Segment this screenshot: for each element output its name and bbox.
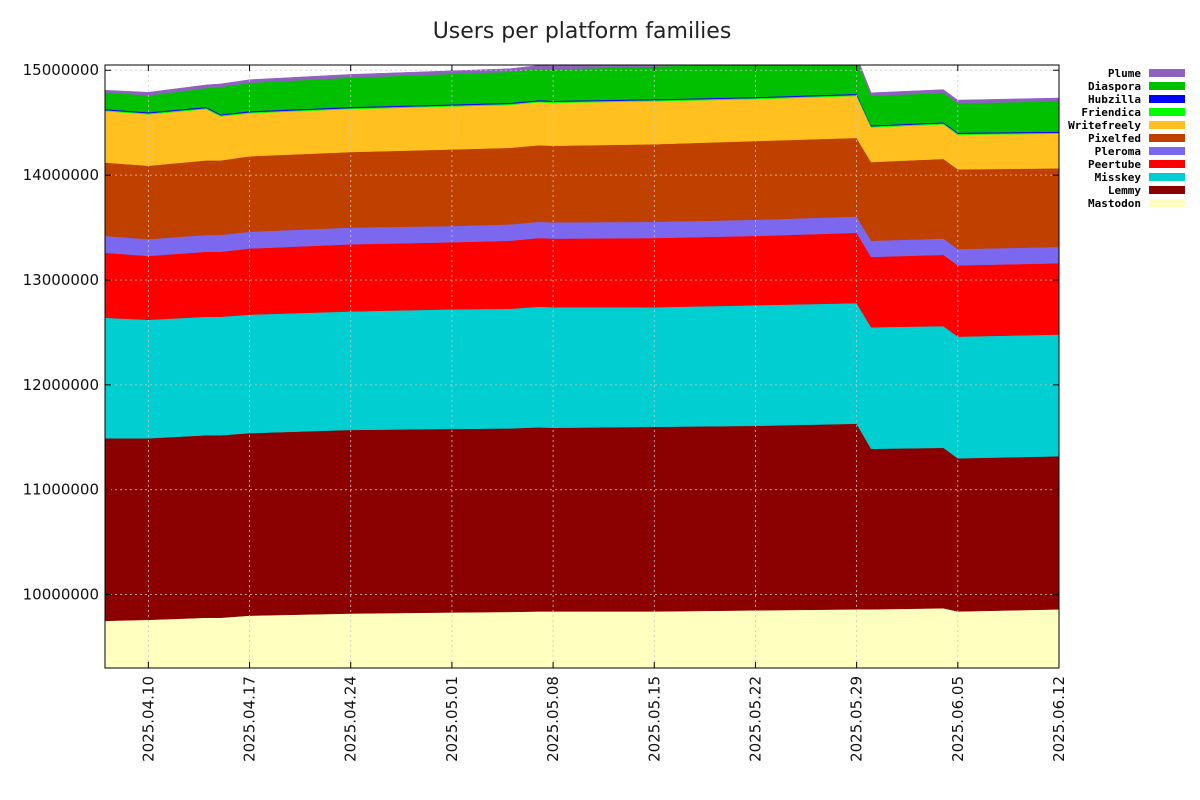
legend-label-misskey: Misskey xyxy=(1095,171,1142,184)
x-tick-label: 2025.05.08 xyxy=(544,676,562,762)
plot-frame xyxy=(104,64,1060,669)
legend: PlumeDiasporaHubzillaFriendicaWritefreel… xyxy=(1068,67,1185,210)
y-tick-label: 13000000 xyxy=(23,271,99,289)
x-tick-label: 2025.06.12 xyxy=(1050,676,1068,762)
y-tick-label: 12000000 xyxy=(23,376,99,394)
legend-swatch-hubzilla xyxy=(1149,95,1185,103)
x-tick-label: 2025.04.10 xyxy=(139,676,157,762)
legend-swatch-lemmy xyxy=(1149,186,1185,194)
grid-layer xyxy=(105,65,1060,668)
x-tick-label: 2025.06.05 xyxy=(949,676,967,762)
legend-swatch-friendica xyxy=(1149,108,1185,116)
legend-swatch-pleroma xyxy=(1149,147,1185,155)
legend-swatch-pixelfed xyxy=(1149,134,1185,142)
y-tick-label: 11000000 xyxy=(23,481,99,499)
legend-swatch-peertube xyxy=(1149,160,1185,168)
legend-label-pleroma: Pleroma xyxy=(1095,145,1141,158)
x-tick-label: 2025.05.22 xyxy=(746,676,764,762)
x-tick-label: 2025.05.01 xyxy=(443,676,461,762)
legend-label-diaspora: Diaspora xyxy=(1088,80,1141,93)
legend-swatch-writefreely xyxy=(1149,121,1185,129)
x-tick-label: 2025.05.29 xyxy=(848,676,866,762)
legend-label-friendica: Friendica xyxy=(1081,106,1141,119)
area-mastodon xyxy=(105,607,1059,668)
x-tick-label: 2025.04.24 xyxy=(342,676,360,762)
x-tick-label: 2025.04.17 xyxy=(241,676,259,762)
legend-swatch-mastodon xyxy=(1149,199,1185,207)
legend-label-lemmy: Lemmy xyxy=(1108,184,1141,197)
y-tick-label: 15000000 xyxy=(23,61,99,79)
x-tick-label: 2025.05.15 xyxy=(645,676,663,762)
area-plume xyxy=(105,65,1059,104)
legend-swatch-misskey xyxy=(1149,173,1185,181)
areas-layer xyxy=(105,65,1059,668)
legend-swatch-plume xyxy=(1149,69,1185,77)
legend-label-peertube: Peertube xyxy=(1088,158,1141,171)
y-axis: 10000000 11000000 12000000 13000000 14000000… xyxy=(23,61,1059,604)
chart-title: Users per platform families xyxy=(433,19,732,44)
legend-label-plume: Plume xyxy=(1108,67,1141,80)
area-lemmy xyxy=(105,423,1059,622)
y-tick-label: 10000000 xyxy=(23,586,99,604)
legend-swatch-diaspora xyxy=(1149,82,1185,90)
x-axis: 2025.04.10 2025.04.17 2025.04.24 2025.05.01… xyxy=(139,65,1068,762)
legend-label-mastodon: Mastodon xyxy=(1088,197,1141,210)
legend-label-hubzilla: Hubzilla xyxy=(1088,93,1141,106)
legend-label-writefreely: Writefreely xyxy=(1068,119,1141,132)
legend-label-pixelfed: Pixelfed xyxy=(1088,132,1141,145)
y-tick-label: 14000000 xyxy=(23,166,99,184)
